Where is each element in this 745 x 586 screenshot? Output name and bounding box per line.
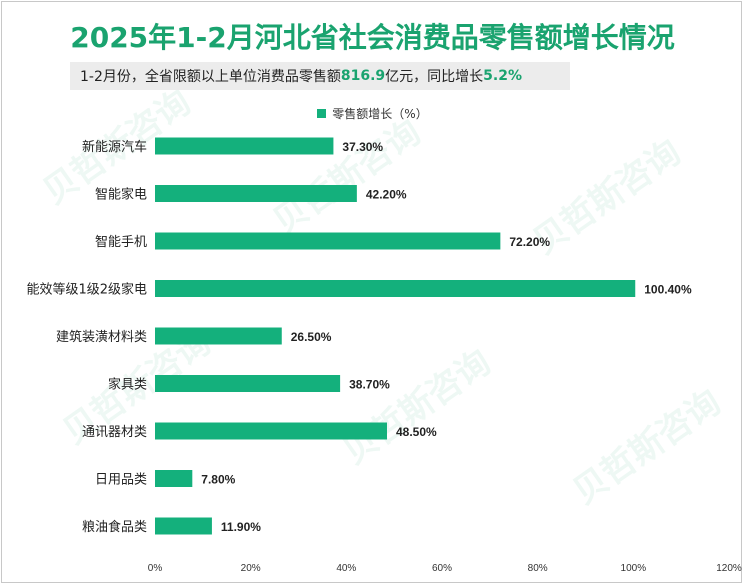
summary-middle: 亿元，同比增长 xyxy=(385,69,484,85)
summary-prefix: 1-2月份，全省限额以上单位消费品零售额 xyxy=(80,69,341,85)
legend-label: 零售额增长（%） xyxy=(332,107,428,121)
legend-swatch xyxy=(317,109,327,118)
bar xyxy=(155,375,341,392)
value-label: 7.80% xyxy=(201,473,235,487)
category-label: 通讯器材类 xyxy=(82,425,147,440)
bar xyxy=(155,327,282,345)
category-label: 日用品类 xyxy=(95,473,147,488)
bar xyxy=(155,470,193,487)
category-label: 建筑装潢材料类 xyxy=(56,329,147,345)
bar xyxy=(155,185,357,202)
legend: 零售额增长（%） xyxy=(0,105,745,122)
category-label: 能效等级1级2级家电 xyxy=(26,282,147,298)
category-label: 智能家电 xyxy=(95,187,147,203)
category-label: 新能源汽车 xyxy=(82,139,147,155)
value-label: 72.20% xyxy=(509,235,550,249)
value-label: 42.20% xyxy=(366,188,407,202)
bar xyxy=(155,137,334,155)
x-tick-label: 80% xyxy=(528,563,548,574)
value-label: 26.50% xyxy=(291,330,332,344)
x-tick-label: 40% xyxy=(336,563,356,574)
bar xyxy=(155,422,387,440)
category-label: 粮油食品类 xyxy=(82,519,147,535)
x-tick-label: 60% xyxy=(432,563,452,574)
x-tick-label: 20% xyxy=(241,563,261,574)
x-tick-label: 120% xyxy=(716,563,742,574)
x-tick-label: 0% xyxy=(148,563,163,574)
chart-title: 2025年1-2月河北省社会消费品零售额增长情况 xyxy=(70,21,675,54)
summary-banner: 1-2月份，全省限额以上单位消费品零售额 816.9 亿元，同比增长 5.2% xyxy=(70,62,570,90)
category-label: 智能手机 xyxy=(95,235,147,250)
value-label: 100.40% xyxy=(644,283,692,297)
bar xyxy=(155,280,636,297)
value-label: 48.50% xyxy=(396,425,437,439)
value-label: 38.70% xyxy=(349,378,390,392)
category-label: 家具类 xyxy=(108,377,147,393)
bar xyxy=(155,232,501,250)
bar xyxy=(155,517,212,535)
x-tick-label: 100% xyxy=(621,563,647,574)
value-label: 11.90% xyxy=(221,520,261,534)
summary-growth: 5.2% xyxy=(483,68,522,84)
summary-amount: 816.9 xyxy=(340,68,386,84)
value-label: 37.30% xyxy=(342,140,383,154)
